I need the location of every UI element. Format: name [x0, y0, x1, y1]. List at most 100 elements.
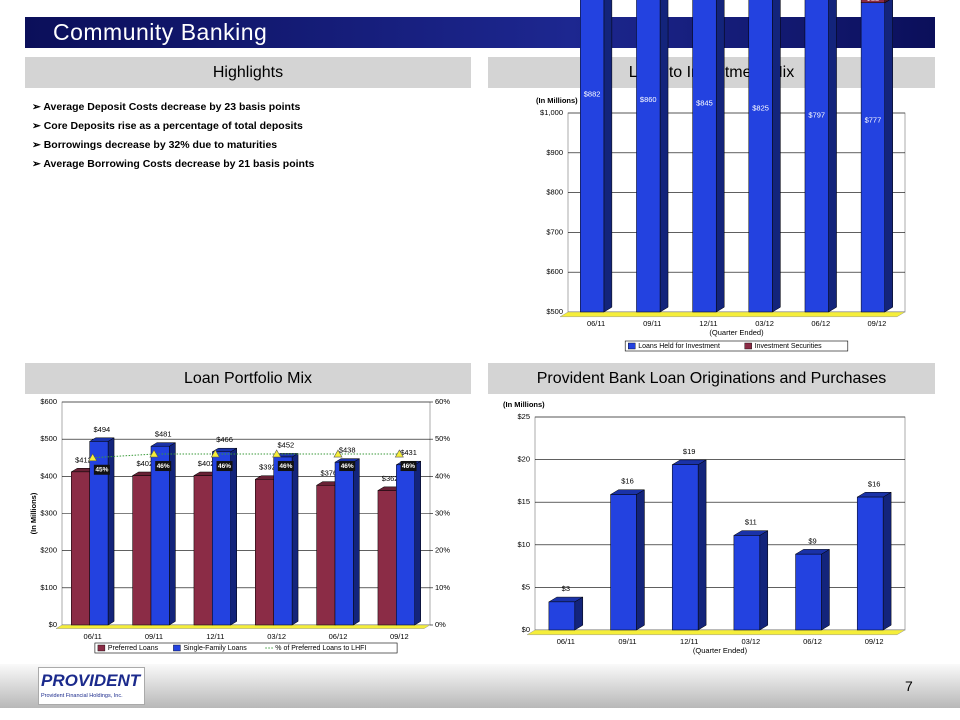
bar [860, 2, 885, 313]
y2-tick-label: 60% [435, 397, 450, 406]
data-label: 46% [279, 463, 292, 470]
data-label: $16 [868, 479, 881, 488]
bar-side [230, 447, 237, 626]
y2-tick-label: 50% [435, 434, 450, 443]
line [92, 453, 400, 459]
line-marker [149, 449, 159, 458]
bar-side [697, 459, 707, 631]
bar [255, 479, 274, 626]
data-label: $3 [562, 584, 570, 593]
data-label: $402 [198, 459, 215, 468]
x-tick-label: 06/12 [329, 632, 348, 641]
bar [377, 490, 397, 626]
x-tick-label: 09/11 [643, 319, 661, 328]
floor [55, 624, 431, 629]
data-label: 46% [402, 463, 415, 470]
bar-side [759, 530, 769, 631]
data-label: $19 [683, 447, 696, 456]
data-label: $11 [745, 518, 757, 527]
highlight-item: Borrowings decrease by 32% due to maturi… [32, 136, 472, 155]
y-tick-label: $0 [522, 625, 530, 634]
bar [580, 0, 605, 313]
y-tick-label: $20 [517, 455, 530, 464]
y-tick-label: $300 [40, 508, 57, 517]
y-tick-label: $500 [546, 307, 563, 316]
x-tick-label: 03/12 [755, 319, 774, 328]
legend-label: Single-Family Loans [183, 645, 247, 652]
data-label: $860 [640, 95, 657, 104]
bar [193, 475, 213, 626]
bar-side [884, 0, 893, 313]
y2-tick-label: 0% [435, 620, 446, 629]
legend-label: Investment Securities [755, 343, 822, 350]
data-label: $777 [865, 115, 882, 124]
legend-swatch [97, 644, 106, 652]
bar [71, 471, 90, 626]
highlight-item: Average Borrowing Costs decrease by 21 b… [32, 155, 472, 174]
data-label: $882 [584, 89, 601, 98]
y2-tick-label: 10% [435, 583, 450, 592]
data-label: $452 [278, 440, 295, 449]
bar-side [882, 491, 892, 631]
legend-label: % of Preferred Loans to LHFI [275, 645, 366, 652]
data-label: $481 [155, 430, 172, 439]
data-label-box [93, 464, 110, 475]
bar [860, 0, 885, 4]
y-tick-label: $200 [40, 546, 57, 555]
data-label-box [216, 461, 233, 472]
bar-side [821, 548, 830, 631]
bar [804, 0, 829, 313]
floor [559, 311, 906, 318]
page-number: 7 [905, 678, 913, 694]
floor [526, 629, 906, 636]
y-tick-label: $900 [546, 148, 563, 157]
bar [132, 475, 152, 626]
y-axis-label: (In Millions) [503, 400, 545, 409]
x-tick-label: 03/12 [267, 632, 286, 641]
data-label: 46% [218, 463, 231, 470]
y-tick-label: $800 [546, 188, 563, 197]
x-axis-label: (Quarter Ended) [709, 328, 764, 337]
y2-tick-label: 40% [435, 471, 450, 480]
section-header: Loan Portfolio Mix [25, 363, 471, 394]
bar [610, 494, 637, 631]
data-label-box [400, 461, 417, 472]
plot-frame [567, 112, 906, 313]
bar-side [659, 0, 669, 313]
data-label: $431 [400, 448, 417, 457]
bar-side [772, 0, 781, 313]
highlight-item: Average Deposit Costs decrease by 23 bas… [32, 98, 472, 117]
bar-side [603, 0, 613, 313]
y-tick-label: $5 [522, 582, 530, 591]
y-tick-label: $600 [546, 267, 563, 276]
section-header: Highlights [25, 57, 471, 88]
legend-swatch [173, 644, 181, 652]
highlight-list: Average Deposit Costs decrease by 23 bas… [32, 98, 472, 174]
logo-subtext: Provident Financial Holdings, Inc. [41, 693, 123, 699]
bar [795, 553, 822, 631]
bar-side [828, 0, 837, 313]
footer-bar [0, 664, 960, 708]
bar [212, 451, 231, 626]
y-tick-label: $600 [40, 397, 57, 406]
data-label: $825 [752, 103, 769, 112]
line-marker [272, 449, 282, 458]
x-tick-label: 06/11 [587, 319, 605, 328]
y-tick-label: $700 [546, 227, 563, 236]
bar-side [291, 452, 299, 626]
bar [396, 464, 415, 626]
x-axis-label: (Quarter Ended) [693, 646, 748, 655]
bar-side [636, 489, 645, 631]
legend-swatch [628, 342, 636, 350]
line-marker [394, 449, 404, 458]
logo-box [38, 667, 145, 705]
data-label: $362 [382, 474, 399, 483]
bar [856, 496, 884, 631]
x-tick-label: 12/11 [206, 632, 224, 641]
bar [548, 601, 576, 631]
data-label: $22 [867, 0, 880, 2]
legend-label: Preferred Loans [108, 645, 159, 652]
y-tick-label: $10 [517, 540, 530, 549]
slide-title: Community Banking [25, 17, 935, 48]
